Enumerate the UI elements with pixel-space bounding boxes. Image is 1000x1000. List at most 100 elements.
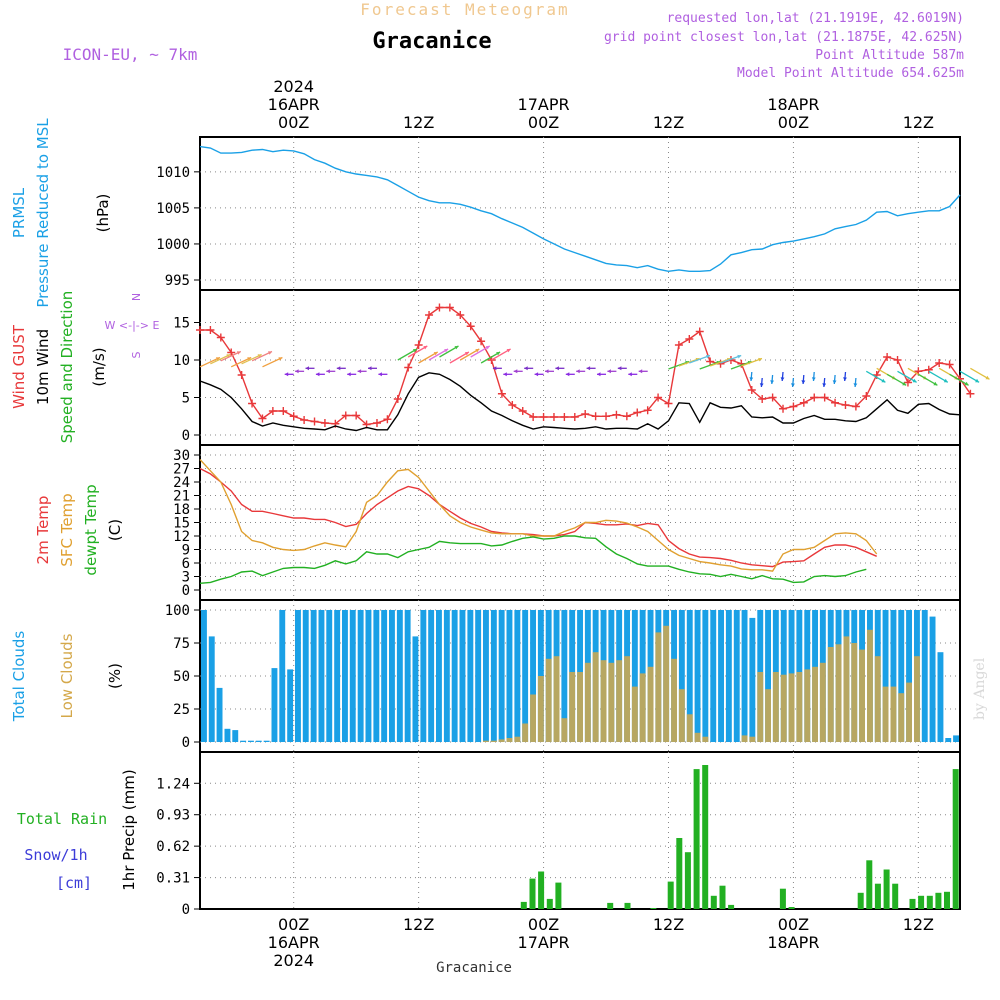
bar-total-clouds: [271, 668, 278, 742]
ytick-label: 15: [173, 316, 190, 332]
bar-low-clouds: [631, 686, 638, 742]
wind-arrow-head: [492, 366, 497, 371]
labels-clouds: Total Clouds Low Clouds (%): [10, 631, 124, 723]
wind-arrow: [210, 353, 231, 365]
bar-low-clouds: [522, 723, 529, 742]
time-label-top: 00Z: [778, 113, 809, 132]
panel-label: Total Rain: [17, 810, 107, 828]
grid-point-coords: grid point closest lon,lat (21.1875E, 42…: [604, 30, 964, 45]
wind-arrow: [428, 348, 449, 361]
gust-marker: [268, 407, 277, 415]
gust-marker: [560, 413, 569, 421]
gust-marker: [966, 389, 975, 398]
bar-low-clouds: [890, 686, 897, 742]
time-label-bottom: 00Z: [278, 915, 309, 934]
panels-layer: 9951000100510100510150369121518212427300…: [156, 136, 990, 918]
time-label-top: 2024: [273, 77, 314, 96]
wind-arrow: [480, 351, 501, 364]
bar-total-clouds: [945, 738, 952, 742]
wind-arrow: [678, 357, 700, 367]
wind-arrow-head: [822, 383, 827, 387]
wind-arrow-head: [770, 380, 774, 384]
gust-marker: [883, 353, 892, 361]
ytick-label: 1005: [156, 201, 190, 217]
bar-total-clouds: [279, 610, 286, 742]
ytick-label: 1000: [156, 237, 190, 253]
panel-label: [cm]: [56, 874, 92, 892]
wind-arrow: [741, 357, 763, 367]
bar-total-clouds: [232, 730, 239, 742]
bar-low-clouds: [561, 718, 568, 742]
bar-total-rain: [624, 902, 631, 909]
bar-total-rain: [935, 892, 942, 909]
wind-arrow-head: [902, 381, 907, 386]
time-label-bottom: 12Z: [903, 915, 934, 934]
panel-pressure: 995 1000 1005 1010: [156, 136, 961, 291]
wind-arrow: [199, 356, 221, 368]
bar-low-clouds: [663, 625, 670, 742]
wind-arrow-head: [326, 369, 330, 374]
bar-low-clouds: [835, 644, 842, 742]
ytick-label: 100: [165, 603, 190, 619]
gust-marker: [404, 363, 413, 372]
time-label-top: 17APR: [518, 95, 570, 114]
wind-arrow-head: [607, 369, 611, 374]
bar-low-clouds: [553, 656, 560, 742]
gust-marker: [310, 417, 319, 426]
time-label-bottom: 18APR: [767, 933, 819, 952]
ytick-label: 21: [173, 489, 190, 505]
wind-arrow: [397, 348, 418, 361]
time-label-top: 00Z: [278, 113, 309, 132]
bar-low-clouds: [577, 672, 583, 742]
bar-total-rain: [719, 885, 726, 909]
bar-total-rain: [728, 904, 735, 909]
gust-marker: [685, 335, 694, 343]
bar-total-clouds: [310, 610, 317, 742]
gust-marker: [602, 412, 611, 421]
bar-low-clouds: [537, 676, 544, 742]
bar-low-clouds: [812, 666, 818, 742]
bar-total-rain: [667, 881, 674, 909]
wind-arrow-head: [758, 357, 762, 362]
bar-total-rain: [650, 908, 657, 909]
bar-total-clouds: [459, 610, 466, 742]
gust-marker: [591, 412, 600, 421]
panel-unit: (C): [106, 519, 124, 541]
bar-low-clouds: [545, 658, 552, 742]
bar-low-clouds: [796, 672, 803, 742]
labels-pressure: PRMSL Pressure Reduced to MSL (hPa): [10, 118, 112, 308]
gust-marker: [758, 395, 767, 403]
wind-arrow: [418, 351, 439, 364]
wind-arrow-head: [749, 377, 754, 381]
bar-total-clouds: [898, 610, 905, 742]
bar-low-clouds: [616, 660, 623, 742]
wind-arrow-head: [496, 352, 501, 356]
bar-low-clouds: [772, 672, 779, 742]
gust-marker: [497, 389, 506, 398]
bar-total-clouds: [921, 610, 928, 742]
gust-marker: [435, 303, 444, 312]
bar-low-clouds: [592, 652, 599, 742]
series-line-sfc-temp: [199, 459, 878, 572]
bar-total-rain: [926, 895, 933, 909]
ytick-label: 75: [173, 636, 190, 652]
gust-marker: [695, 327, 704, 336]
gust-marker: [581, 410, 590, 418]
bar-total-clouds: [420, 610, 427, 742]
wind-arrow-head: [524, 366, 528, 371]
requested-coords: requested lon,lat (21.1919E, 42.6019N): [667, 11, 964, 26]
ytick-label: 1.24: [156, 776, 190, 792]
bar-total-rain: [676, 838, 683, 909]
bar-total-clouds: [357, 610, 364, 742]
gust-marker: [227, 348, 236, 357]
gust-marker: [258, 414, 267, 423]
ytick-label: 50: [173, 669, 190, 685]
gust-marker: [477, 337, 486, 346]
footer-location: Gracanice: [436, 960, 512, 976]
bar-low-clouds: [780, 674, 787, 742]
wind-arrow: [730, 360, 752, 370]
wind-arrow-head: [617, 366, 622, 371]
bar-total-clouds: [349, 610, 356, 742]
time-label-bottom: 00Z: [528, 915, 559, 934]
